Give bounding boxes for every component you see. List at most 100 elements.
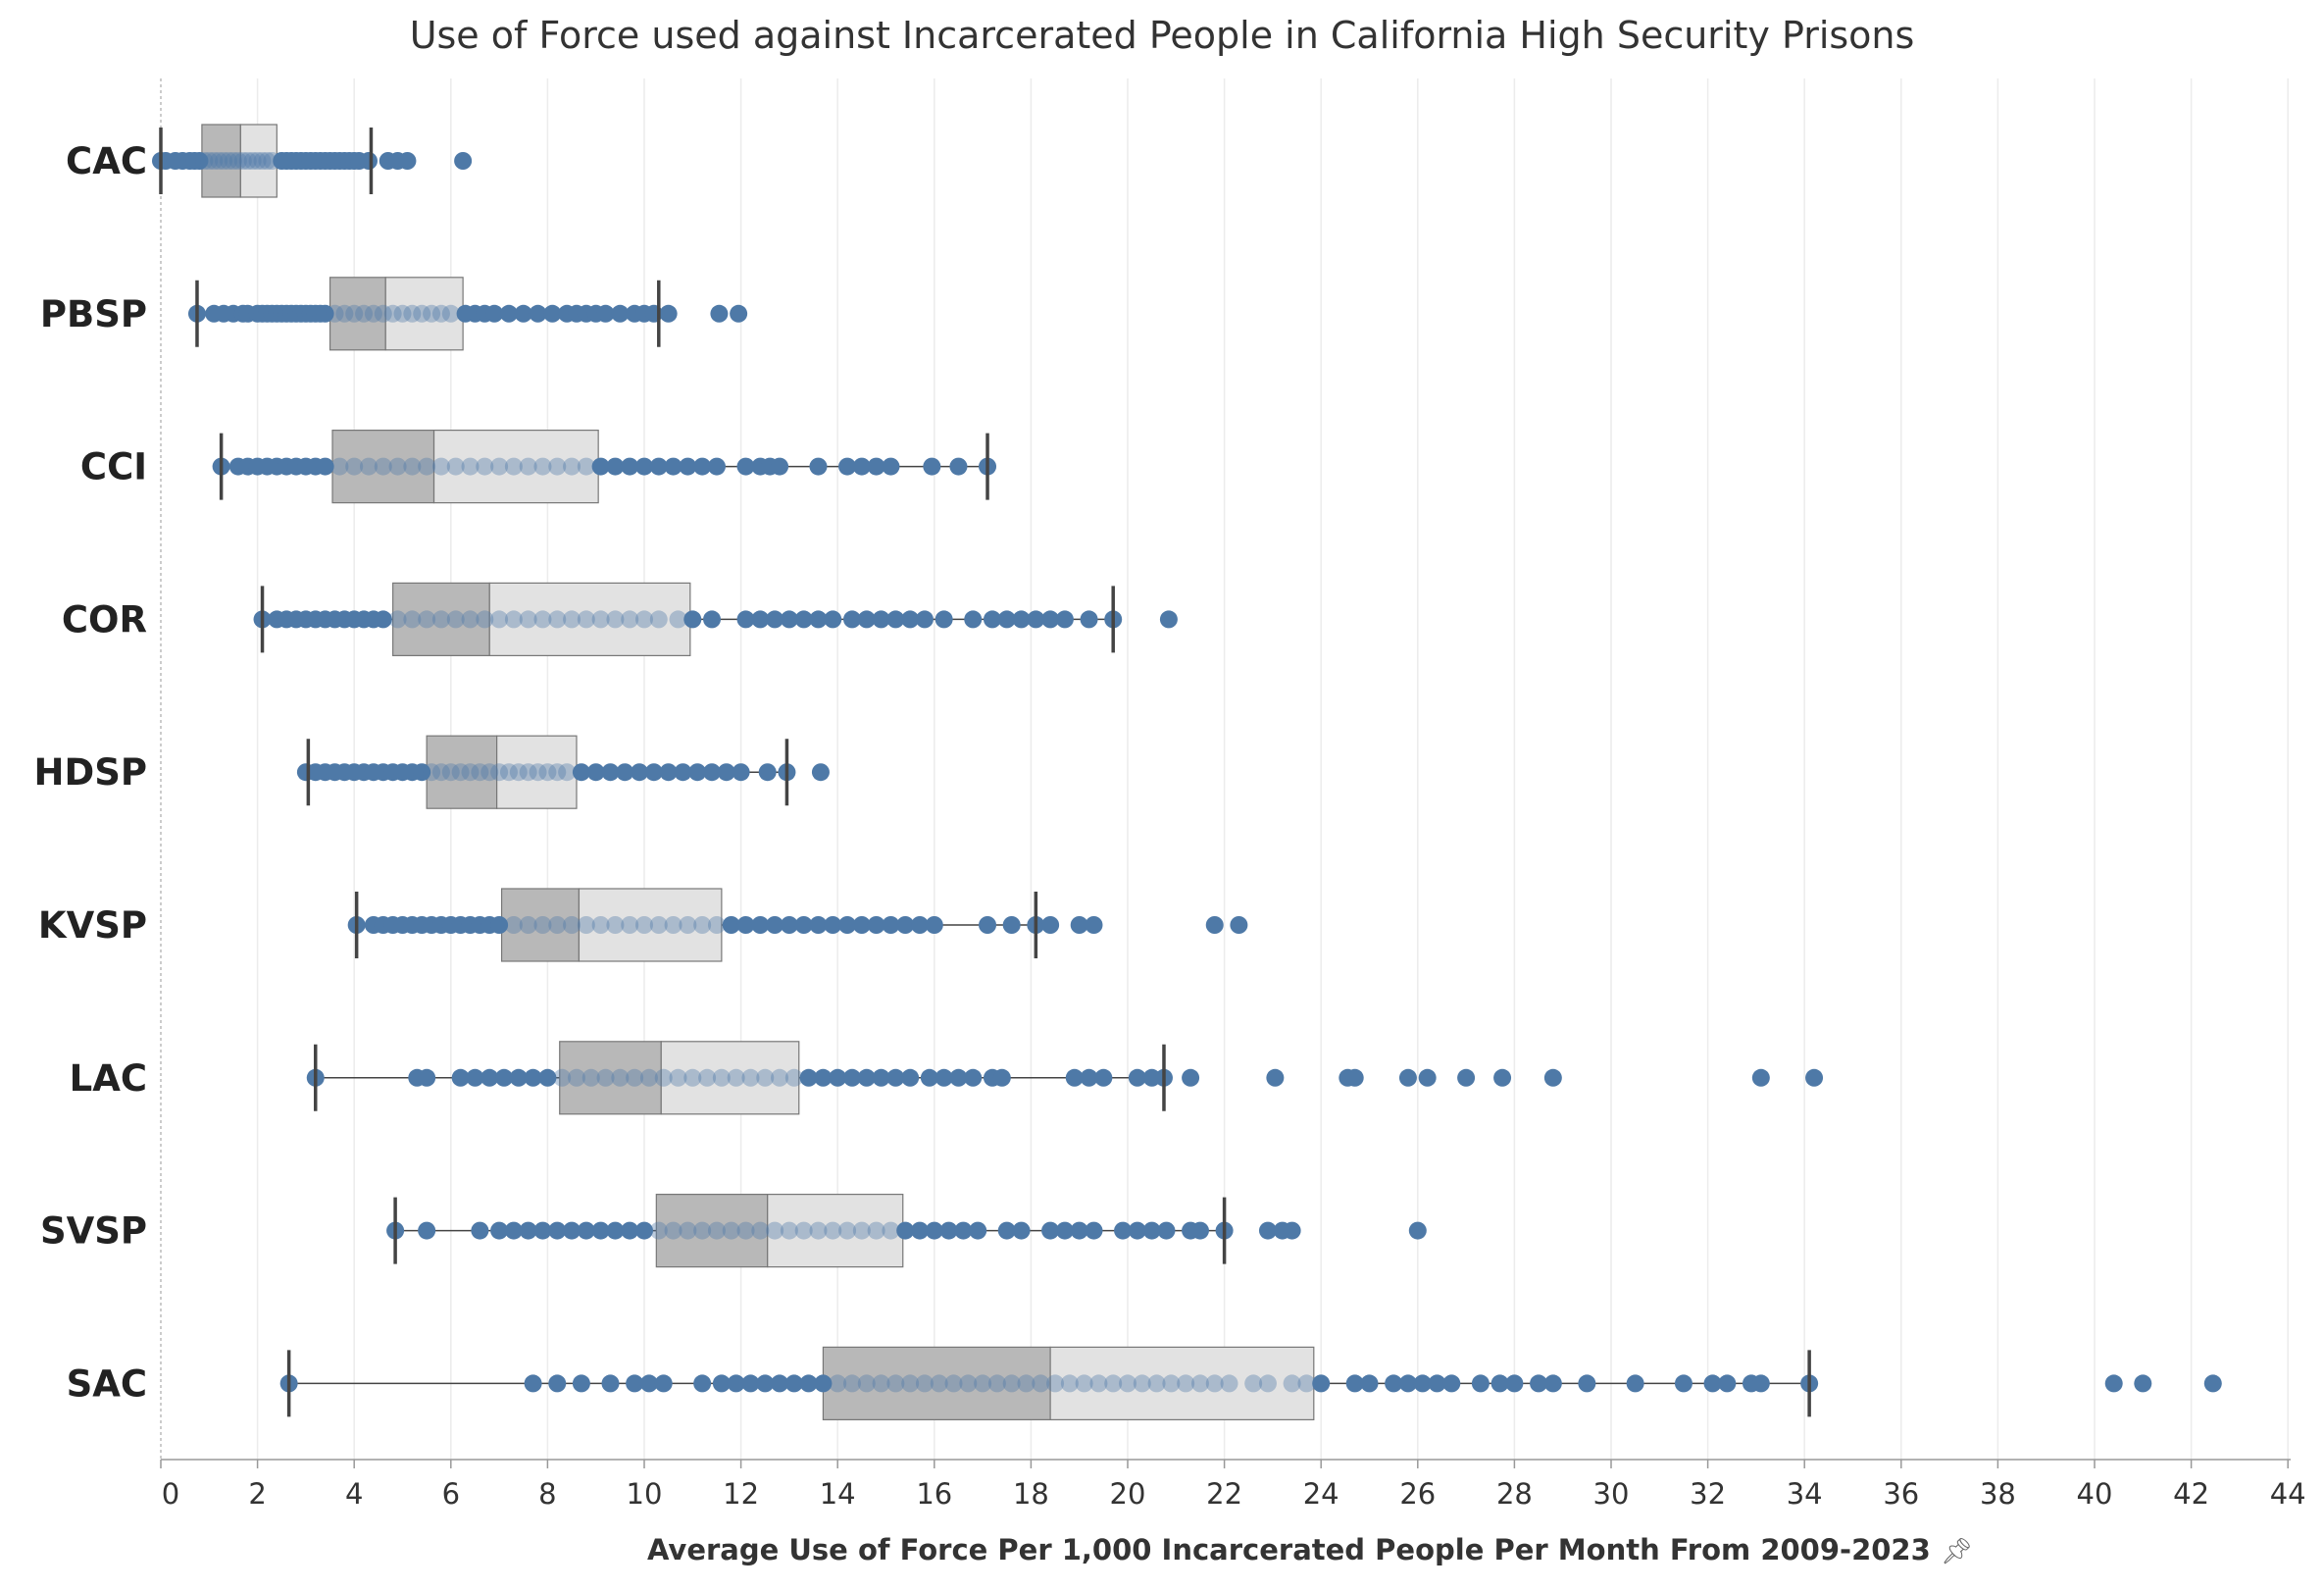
- data-point[interactable]: [1085, 1221, 1103, 1240]
- data-point[interactable]: [809, 457, 828, 476]
- data-point[interactable]: [509, 763, 528, 782]
- data-point[interactable]: [466, 1068, 484, 1087]
- data-point[interactable]: [1490, 1374, 1509, 1393]
- data-point[interactable]: [418, 1068, 436, 1087]
- data-point[interactable]: [2104, 1374, 2123, 1393]
- data-point[interactable]: [997, 610, 1016, 629]
- data-point[interactable]: [1244, 1374, 1263, 1393]
- data-point[interactable]: [639, 1068, 658, 1087]
- data-point[interactable]: [1104, 1374, 1123, 1393]
- data-point[interactable]: [533, 916, 552, 934]
- data-point[interactable]: [388, 457, 407, 476]
- data-point[interactable]: [1408, 1221, 1427, 1240]
- data-point[interactable]: [504, 457, 523, 476]
- data-point[interactable]: [606, 457, 625, 476]
- data-point[interactable]: [548, 916, 567, 934]
- data-point[interactable]: [601, 763, 620, 782]
- data-point[interactable]: [649, 457, 668, 476]
- data-point[interactable]: [659, 304, 678, 323]
- data-point[interactable]: [1177, 1374, 1195, 1393]
- data-point[interactable]: [423, 304, 441, 323]
- data-point[interactable]: [446, 610, 465, 629]
- data-point[interactable]: [842, 1068, 861, 1087]
- data-point[interactable]: [1162, 1374, 1181, 1393]
- data-point[interactable]: [1703, 1374, 1722, 1393]
- data-point[interactable]: [635, 916, 653, 934]
- data-point[interactable]: [538, 1068, 557, 1087]
- data-point[interactable]: [490, 1221, 509, 1240]
- data-point[interactable]: [1012, 1221, 1031, 1240]
- data-point[interactable]: [799, 1068, 818, 1087]
- data-point[interactable]: [1718, 1374, 1737, 1393]
- data-point[interactable]: [635, 457, 653, 476]
- data-point[interactable]: [418, 1221, 436, 1240]
- data-point[interactable]: [504, 916, 523, 934]
- data-point[interactable]: [736, 916, 755, 934]
- data-point[interactable]: [316, 457, 334, 476]
- data-point[interactable]: [553, 1068, 572, 1087]
- data-point[interactable]: [1032, 1374, 1050, 1393]
- data-point[interactable]: [766, 916, 784, 934]
- data-point[interactable]: [852, 457, 871, 476]
- data-point[interactable]: [631, 763, 649, 782]
- data-point[interactable]: [1147, 1374, 1166, 1393]
- data-point[interactable]: [784, 1068, 803, 1087]
- data-point[interactable]: [857, 1068, 876, 1087]
- data-point[interactable]: [567, 1068, 585, 1087]
- data-point[interactable]: [756, 1374, 775, 1393]
- data-point[interactable]: [480, 1068, 499, 1087]
- data-point[interactable]: [1220, 1374, 1238, 1393]
- data-point[interactable]: [1094, 1068, 1113, 1087]
- data-point[interactable]: [1055, 610, 1074, 629]
- data-point[interactable]: [441, 304, 460, 323]
- data-point[interactable]: [548, 1221, 567, 1240]
- data-point[interactable]: [911, 916, 930, 934]
- data-point[interactable]: [471, 763, 489, 782]
- data-point[interactable]: [949, 1068, 968, 1087]
- data-point[interactable]: [591, 1221, 610, 1240]
- data-point[interactable]: [736, 457, 755, 476]
- data-point[interactable]: [886, 610, 905, 629]
- data-point[interactable]: [794, 1221, 813, 1240]
- data-point[interactable]: [1041, 916, 1060, 934]
- data-point[interactable]: [591, 916, 610, 934]
- data-point[interactable]: [794, 916, 813, 934]
- data-point[interactable]: [635, 610, 653, 629]
- data-point[interactable]: [480, 763, 499, 782]
- data-point[interactable]: [461, 763, 480, 782]
- data-point[interactable]: [454, 152, 473, 170]
- data-point[interactable]: [766, 1221, 784, 1240]
- data-point[interactable]: [693, 916, 712, 934]
- data-point[interactable]: [374, 304, 392, 323]
- data-point[interactable]: [987, 1374, 1006, 1393]
- data-point[interactable]: [548, 763, 567, 782]
- data-point[interactable]: [983, 610, 1001, 629]
- data-point[interactable]: [679, 457, 697, 476]
- data-point[interactable]: [838, 1221, 857, 1240]
- data-point[interactable]: [359, 152, 378, 170]
- data-point[interactable]: [1114, 1221, 1133, 1240]
- data-point[interactable]: [418, 610, 436, 629]
- data-point[interactable]: [606, 916, 625, 934]
- data-point[interactable]: [901, 610, 920, 629]
- data-point[interactable]: [403, 304, 422, 323]
- data-point[interactable]: [649, 916, 668, 934]
- data-point[interactable]: [1159, 610, 1178, 629]
- data-point[interactable]: [1205, 1374, 1224, 1393]
- data-point[interactable]: [842, 610, 861, 629]
- data-point[interactable]: [1543, 1068, 1562, 1087]
- data-point[interactable]: [490, 916, 509, 934]
- data-point[interactable]: [780, 916, 798, 934]
- data-point[interactable]: [451, 1068, 470, 1087]
- data-point[interactable]: [441, 763, 460, 782]
- data-point[interactable]: [2134, 1374, 2152, 1393]
- data-point[interactable]: [572, 763, 590, 782]
- data-point[interactable]: [872, 1374, 890, 1393]
- data-point[interactable]: [572, 1374, 590, 1393]
- data-point[interactable]: [664, 457, 682, 476]
- data-point[interactable]: [596, 304, 615, 323]
- data-point[interactable]: [717, 763, 735, 782]
- data-point[interactable]: [1128, 1221, 1146, 1240]
- data-point[interactable]: [398, 152, 417, 170]
- data-point[interactable]: [727, 1068, 745, 1087]
